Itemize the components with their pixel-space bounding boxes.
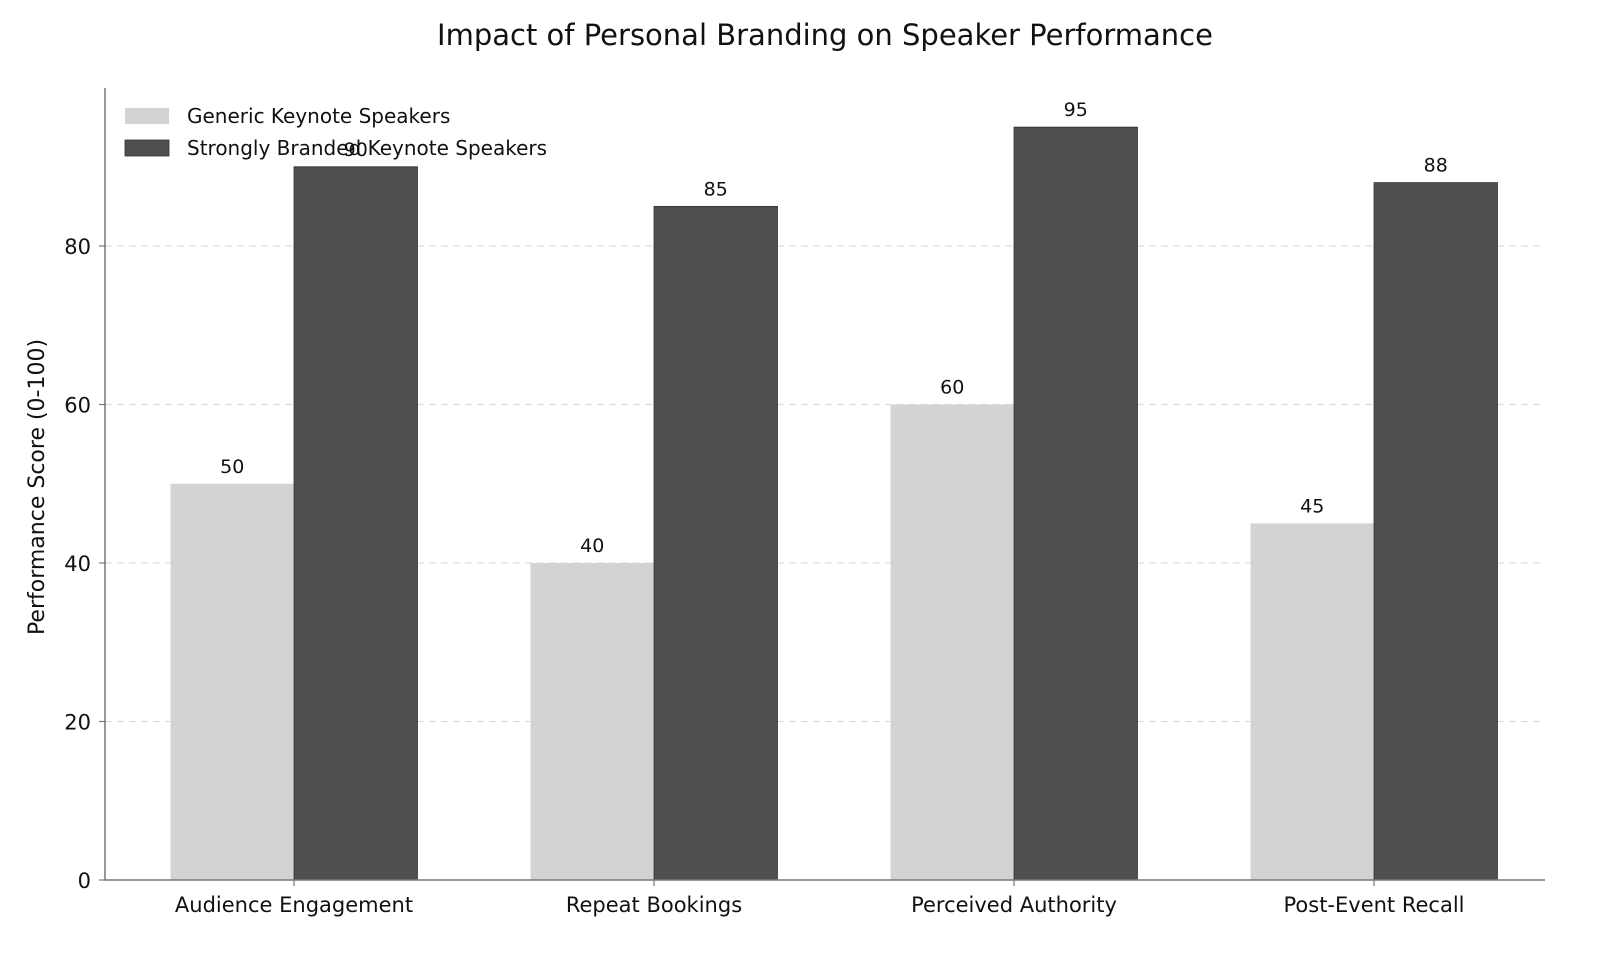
value-label: 60: [940, 377, 964, 399]
bar-branded: [1373, 182, 1498, 881]
bar-generic: [170, 483, 294, 880]
value-labels: 50 90 40 85 60 95 45 88: [220, 99, 1448, 557]
y-tick-label: 40: [64, 552, 91, 576]
y-ticks: 0 20 40 60 80: [64, 235, 105, 893]
value-label: 90: [344, 139, 368, 161]
y-axis-label: Performance Score (0-100): [25, 339, 50, 635]
y-tick-label: 0: [78, 869, 91, 893]
bars: [170, 126, 1498, 881]
value-label: 85: [704, 178, 728, 200]
x-ticks: Audience Engagement Repeat Bookings Percei…: [175, 880, 1465, 917]
bar-generic: [890, 404, 1014, 880]
axes: [104, 88, 1545, 881]
legend-label: Generic Keynote Speakers: [187, 104, 450, 128]
legend-swatch: [124, 139, 170, 157]
value-label: 50: [220, 456, 244, 478]
y-tick-label: 60: [64, 394, 91, 418]
value-label: 95: [1064, 99, 1088, 121]
bar-branded: [293, 166, 418, 881]
value-label: 40: [580, 535, 604, 557]
bar-generic: [1250, 523, 1374, 880]
x-category-label: Perceived Authority: [911, 893, 1117, 917]
y-tick-label: 20: [64, 711, 91, 735]
x-category-label: Repeat Bookings: [566, 893, 742, 917]
legend-label: Strongly Branded Keynote Speakers: [187, 136, 547, 160]
x-category-label: Audience Engagement: [175, 893, 413, 917]
y-tick-label: 80: [64, 235, 91, 259]
bar-generic: [530, 563, 654, 880]
x-category-label: Post-Event Recall: [1283, 893, 1464, 917]
bar-branded: [653, 205, 778, 881]
value-label: 45: [1300, 495, 1324, 517]
value-label: 88: [1424, 155, 1448, 177]
legend: Generic Keynote Speakers Strongly Branded…: [124, 104, 547, 160]
chart-title: Impact of Personal Branding on Speaker P…: [437, 18, 1213, 52]
legend-swatch: [125, 108, 169, 124]
bar-branded: [1013, 126, 1138, 881]
